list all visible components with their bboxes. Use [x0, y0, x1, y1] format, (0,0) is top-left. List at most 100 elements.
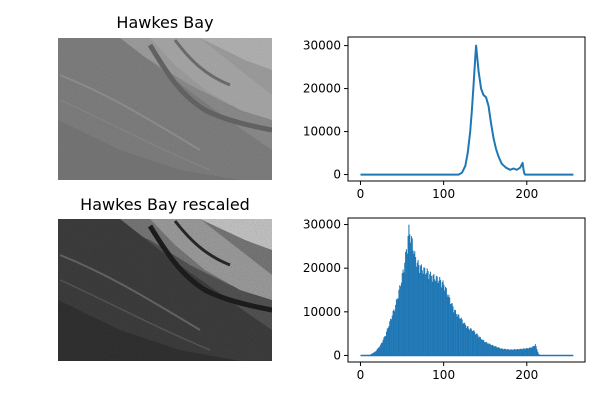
histogram-bar: [510, 349, 512, 356]
histogram-bar: [468, 328, 470, 356]
histogram-bar: [408, 224, 410, 356]
histogram-bar: [528, 347, 531, 356]
histogram-bar: [393, 309, 395, 356]
histogram-bar: [464, 322, 466, 356]
histogram-bar: [373, 352, 375, 356]
histogram-bar: [386, 328, 388, 356]
histogram-bar: [483, 340, 485, 356]
histogram-bar: [486, 342, 488, 356]
x-tick-label: 0: [357, 368, 365, 382]
histogram-bar: [451, 303, 453, 356]
histogram-bar: [375, 350, 378, 356]
histogram-bar: [394, 311, 396, 356]
histogram-bar: [528, 348, 530, 356]
x-tick-label: 100: [432, 368, 455, 382]
histogram-bar: [478, 337, 480, 356]
histogram-bar: [463, 322, 465, 356]
histogram-bar: [449, 297, 451, 356]
histogram-bar: [522, 348, 524, 356]
histogram-bar: [487, 344, 489, 356]
histogram-bar: [432, 275, 434, 356]
y-tick-label: 0: [333, 168, 341, 182]
histogram-bar: [521, 349, 523, 356]
histogram-bar: [424, 267, 426, 356]
histogram-line: [360, 44, 574, 176]
histogram-bar: [383, 337, 385, 356]
histogram-bar: [401, 273, 403, 356]
histogram-bar: [433, 274, 435, 356]
histogram-bar: [492, 345, 494, 356]
histogram-bar: [425, 274, 427, 356]
histogram-bar: [464, 324, 466, 356]
histogram-bar: [450, 303, 452, 356]
histogram-bar: [467, 326, 469, 356]
histogram-bar: [391, 315, 393, 356]
axes-frame: [347, 36, 586, 182]
histogram-bar: [459, 318, 462, 356]
histogram-bar: [476, 333, 478, 356]
histogram-bar: [471, 331, 473, 356]
histogram-bar: [428, 279, 430, 356]
histogram-bar: [472, 330, 474, 356]
x-tick-label: 200: [515, 368, 538, 382]
histogram-bar: [415, 256, 417, 356]
histogram-bar: [411, 238, 413, 356]
histogram-bar: [509, 349, 511, 356]
histogram-bar: [422, 273, 424, 356]
histogram-bar: [416, 262, 418, 356]
histogram-bar: [444, 286, 447, 356]
histogram-bar: [420, 265, 422, 356]
histogram-bar: [475, 333, 477, 356]
histogram-bar: [496, 347, 498, 356]
histogram-bar: [415, 266, 417, 356]
histogram-bar: [515, 349, 517, 356]
histogram-bar: [376, 348, 378, 356]
histogram-bar: [520, 348, 522, 356]
histogram-bar: [426, 268, 428, 356]
axes-frame: [347, 217, 586, 363]
histogram-bar: [413, 253, 415, 356]
x-tick-label: 100: [432, 187, 455, 201]
histogram-bar: [395, 299, 397, 356]
histogram-bar: [523, 348, 525, 356]
histogram-bar: [482, 339, 484, 356]
histogram-bar: [452, 306, 454, 356]
histogram-bar: [410, 242, 412, 356]
histogram-bar: [514, 349, 516, 356]
histogram-bar: [434, 279, 436, 356]
histogram-bar: [479, 336, 481, 356]
histogram-bar: [414, 251, 416, 356]
histogram-bar: [538, 353, 540, 356]
histogram-bar: [505, 349, 507, 356]
histogram-bar: [497, 347, 499, 356]
histogram-bar: [412, 250, 414, 356]
histogram-bar: [430, 271, 432, 356]
histogram-bar: [400, 282, 402, 356]
histogram-bar: [417, 260, 419, 356]
histogram-bar: [381, 342, 383, 356]
histogram-bar: [499, 348, 501, 356]
histogram-bar: [385, 335, 387, 356]
histogram-bar: [390, 318, 392, 356]
histogram-bar: [409, 234, 411, 356]
image-title-rescaled: Hawkes Bay rescaled: [80, 195, 250, 214]
histogram-bar: [537, 351, 539, 356]
histogram-bar: [493, 346, 495, 356]
histogram-bar: [374, 351, 376, 356]
histogram-bar: [380, 344, 382, 356]
histogram-bar: [504, 348, 506, 356]
histogram-bar: [429, 274, 431, 356]
histogram-bar: [490, 345, 492, 356]
histogram-bar: [398, 289, 400, 356]
histogram-bar: [423, 267, 425, 356]
histogram-bar: [410, 236, 412, 356]
y-tick-label: 30000: [303, 218, 341, 232]
histogram-bar: [533, 346, 536, 356]
histogram-bar: [494, 346, 496, 356]
y-tick-label: 0: [333, 348, 341, 362]
y-tick-label: 10000: [303, 125, 341, 139]
histogram-bar: [514, 349, 516, 356]
histogram-bar: [509, 349, 511, 356]
histogram-bar: [392, 310, 394, 356]
histogram-bar: [511, 349, 513, 356]
